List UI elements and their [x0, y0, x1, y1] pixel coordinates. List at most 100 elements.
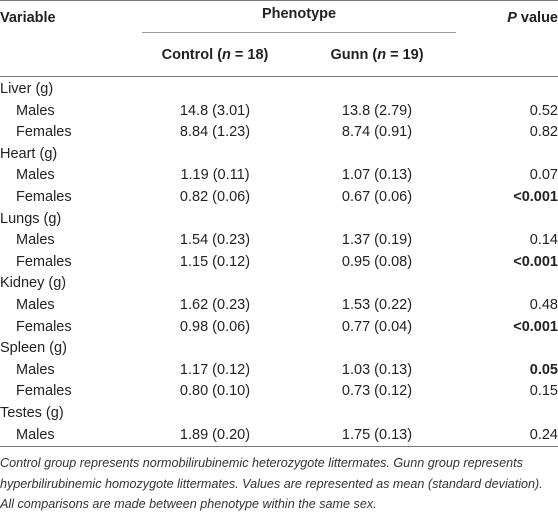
group-label: Kidney (g): [0, 275, 67, 292]
p-value-header: P value: [458, 0, 558, 36]
p-value: [458, 144, 558, 166]
control-value: [134, 144, 296, 166]
gunn-value: [296, 209, 458, 231]
gunn-value: 13.8 (2.79): [341, 102, 413, 119]
p-value: [458, 77, 558, 101]
gunn-pre: Gunn (: [330, 47, 378, 64]
table-row: Females 1.15 (0.12) 0.95 (0.08) <0.001: [0, 252, 558, 274]
table-row: Males 14.8 (3.01) 13.8 (2.79) 0.52: [0, 101, 558, 123]
table-row: Males 1.54 (0.23) 1.37 (0.19) 0.14: [0, 230, 558, 252]
phenotype-header: Phenotype: [134, 0, 458, 36]
control-pre: Control (: [161, 47, 223, 64]
p-value: <0.001: [513, 318, 558, 335]
gunn-value: 1.53 (0.22): [341, 296, 413, 313]
p-value: <0.001: [513, 253, 558, 270]
p-value: 0.52: [529, 102, 558, 119]
control-value: [134, 338, 296, 360]
table-row: Males 1.19 (0.11) 1.07 (0.13) 0.07: [0, 165, 558, 187]
control-value: [134, 273, 296, 295]
gunn-value: 1.03 (0.13): [341, 361, 413, 378]
control-n: n: [222, 47, 231, 64]
gunn-value: 1.75 (0.13): [296, 424, 458, 448]
p-value: 0.15: [529, 383, 558, 400]
gunn-value: [296, 403, 458, 425]
control-value: 14.8 (3.01): [179, 102, 251, 119]
gunn-value: 0.67 (0.06): [341, 188, 413, 205]
table-row: Females 0.98 (0.06) 0.77 (0.04) <0.001: [0, 317, 558, 339]
table-row: Males 1.62 (0.23) 1.53 (0.22) 0.48: [0, 295, 558, 317]
gunn-value: 0.95 (0.08): [341, 253, 413, 270]
sex-label: Females: [16, 124, 72, 141]
table-group-row: Testes (g): [0, 403, 558, 425]
table-row: Females 0.82 (0.06) 0.67 (0.06) <0.001: [0, 187, 558, 209]
sex-label: Males: [16, 296, 55, 313]
gunn-value: [296, 77, 458, 101]
control-value: 1.19 (0.11): [180, 167, 250, 184]
table-group-row: Spleen (g): [0, 338, 558, 360]
p-value: [458, 403, 558, 425]
control-value: 1.62 (0.23): [179, 296, 251, 313]
control-value: 1.89 (0.20): [134, 424, 296, 448]
control-value: 0.98 (0.06): [179, 318, 251, 335]
p-value: 0.82: [529, 124, 558, 141]
organ-weight-table: Variable Phenotype P value Control (n = …: [0, 0, 558, 448]
header-blank-p: [458, 36, 558, 77]
control-value: 0.80 (0.10): [179, 383, 251, 400]
group-label: Liver (g): [0, 81, 54, 97]
p-value: [458, 209, 558, 231]
control-value: [134, 77, 296, 101]
group-label: Spleen (g): [0, 340, 67, 357]
group-label: Lungs (g): [0, 210, 62, 227]
group-label: Heart (g): [0, 145, 58, 162]
table-group-row: Kidney (g): [0, 273, 558, 295]
gunn-value: [296, 338, 458, 360]
gunn-value: 1.37 (0.19): [341, 232, 413, 249]
gunn-value: [296, 144, 458, 166]
header-blank: [0, 36, 134, 77]
table-row: Males 1.17 (0.12) 1.03 (0.13) 0.05: [0, 360, 558, 382]
control-post: = 18): [230, 47, 269, 64]
variable-header: Variable: [0, 0, 134, 36]
table-row: Females 8.84 (1.23) 8.74 (0.91) 0.82: [0, 122, 558, 144]
control-value: 1.17 (0.12): [179, 361, 251, 378]
sex-label: Females: [16, 318, 72, 335]
p-value: [458, 338, 558, 360]
p-value-p: P: [507, 9, 517, 26]
sex-label: Males: [16, 167, 55, 184]
gunn-value: 0.77 (0.04): [341, 318, 413, 335]
phenotype-rule: Phenotype: [142, 4, 456, 33]
gunn-header: Gunn (n = 19): [296, 36, 458, 77]
sex-label: Males: [0, 424, 134, 448]
table-body: Liver (g) Males 14.8 (3.01) 13.8 (2.79) 0.52…: [0, 77, 558, 448]
header-row-1: Variable Phenotype P value: [0, 0, 558, 36]
p-value: 0.05: [529, 361, 558, 378]
control-value: [134, 403, 296, 425]
table-group-row: Liver (g): [0, 77, 558, 101]
p-value: 0.14: [529, 232, 558, 249]
sex-label: Males: [16, 361, 55, 378]
gunn-value: 1.07 (0.13): [341, 167, 413, 184]
gunn-n: n: [377, 47, 387, 64]
p-value: 0.48: [529, 296, 558, 313]
control-value: [134, 209, 296, 231]
control-value: 1.15 (0.12): [179, 253, 251, 270]
table-group-row: Heart (g): [0, 144, 558, 166]
table-row: Males 1.89 (0.20) 1.75 (0.13) 0.24: [0, 424, 558, 448]
table-row: Females 0.80 (0.10) 0.73 (0.12) 0.15: [0, 381, 558, 403]
control-value: 0.82 (0.06): [179, 188, 251, 205]
gunn-value: 8.74 (0.91): [341, 124, 413, 141]
p-value: <0.001: [513, 188, 558, 205]
sex-label: Females: [16, 253, 72, 270]
p-value-rest: value: [516, 9, 558, 26]
header-row-2: Control (n = 18) Gunn (n = 19): [0, 36, 558, 77]
sex-label: Males: [16, 232, 55, 249]
p-value: 0.24: [458, 424, 558, 448]
p-value: 0.07: [529, 167, 558, 184]
group-label: Testes (g): [0, 404, 64, 421]
control-header: Control (n = 18): [134, 36, 296, 77]
phenotype-label: Phenotype: [261, 6, 337, 23]
control-value: 1.54 (0.23): [179, 232, 251, 249]
gunn-post: = 19): [386, 47, 424, 64]
table-footnote: Control group represents normobilirubine…: [0, 456, 543, 512]
